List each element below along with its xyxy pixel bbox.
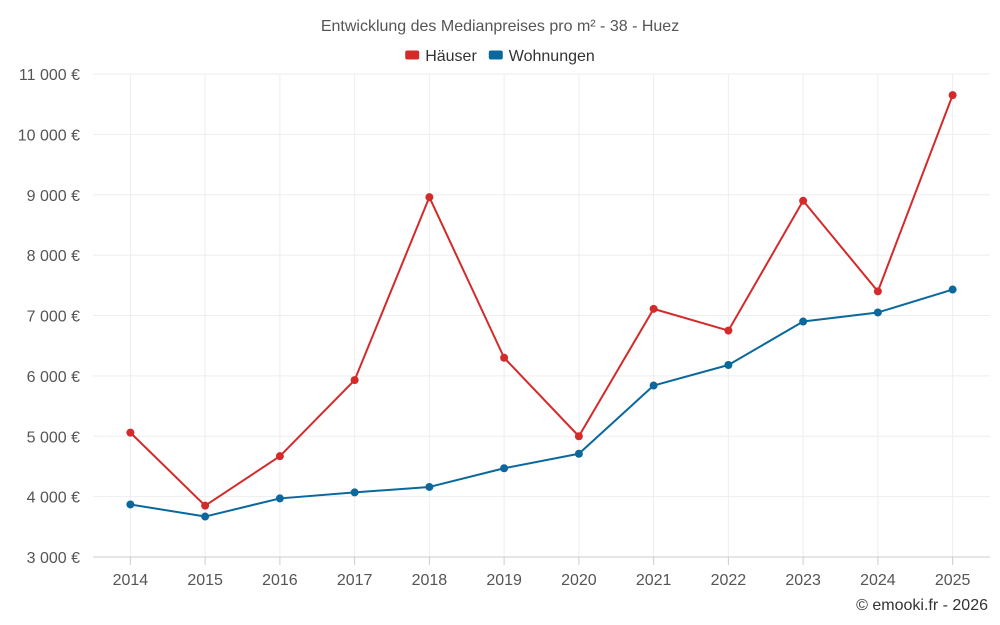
data-point-haeuser[interactable] [275,452,284,461]
y-tick-label: 11 000 € [19,67,80,84]
x-tick-label: 2022 [711,572,747,589]
data-point-wohnungen[interactable] [126,500,135,509]
legend-swatch [488,50,503,60]
data-point-wohnungen[interactable] [201,512,210,521]
data-point-haeuser[interactable] [201,501,210,510]
x-tick-label: 2023 [785,572,821,589]
x-tick-label: 2020 [561,572,597,589]
data-point-wohnungen[interactable] [500,464,509,473]
y-tick-label: 3 000 € [27,550,80,567]
x-tick-label: 2019 [486,572,522,589]
data-point-wohnungen[interactable] [350,488,359,497]
series-line-wohnungen [130,288,953,518]
y-tick-label: 9 000 € [27,188,80,205]
x-tick-label: 2018 [412,572,448,589]
data-point-wohnungen[interactable] [649,381,658,390]
data-point-haeuser[interactable] [649,304,658,313]
data-point-wohnungen[interactable] [574,449,583,458]
x-tick-label: 2015 [187,572,223,589]
data-point-wohnungen[interactable] [425,482,434,491]
data-point-wohnungen[interactable] [724,361,733,370]
x-tick-label: 2016 [262,572,298,589]
y-tick-label: 10 000 € [18,127,80,144]
axes: 3 000 € 4 000 € 5 000 € 6 000 € 7 000 € 8 000… [18,67,990,589]
legend-item-wohnungen[interactable]: Wohnungen [488,48,595,65]
data-point-haeuser[interactable] [724,326,733,335]
series-line-haeuser [129,94,954,507]
y-tick-label: 7 000 € [27,309,80,326]
y-tick-label: 5 000 € [27,429,80,446]
y-tick-label: 6 000 € [27,369,80,386]
legend: Häuser Wohnungen [405,48,595,65]
x-tick-label: 2024 [860,572,896,589]
data-point-wohnungen[interactable] [948,285,957,294]
legend-label: Häuser [425,48,477,65]
x-tick-label: 2014 [113,572,149,589]
y-tick-label: 4 000 € [27,490,80,507]
legend-swatch [405,50,420,60]
data-point-haeuser[interactable] [500,353,509,362]
data-point-wohnungen[interactable] [873,308,882,317]
data-point-haeuser[interactable] [350,376,359,385]
y-tick-label: 8 000 € [27,248,80,265]
x-tick-label: 2021 [636,572,672,589]
data-point-wohnungen[interactable] [799,317,808,326]
chart-title: Entwicklung des Medianpreises pro m² - 3… [321,18,679,35]
data-point-haeuser[interactable] [799,196,808,205]
legend-item-haeuser[interactable]: Häuser [405,48,477,65]
legend-label: Wohnungen [509,48,595,65]
x-tick-label: 2017 [337,572,373,589]
data-point-haeuser[interactable] [873,287,882,296]
data-point-haeuser[interactable] [574,432,583,441]
series-layer [126,91,957,521]
data-point-wohnungen[interactable] [275,494,284,503]
data-point-haeuser[interactable] [425,193,434,202]
credit-text: © emooki.fr - 2026 [856,597,988,614]
data-point-haeuser[interactable] [948,91,957,100]
grid [93,73,990,557]
data-point-haeuser[interactable] [126,428,135,437]
x-tick-label: 2025 [935,572,971,589]
